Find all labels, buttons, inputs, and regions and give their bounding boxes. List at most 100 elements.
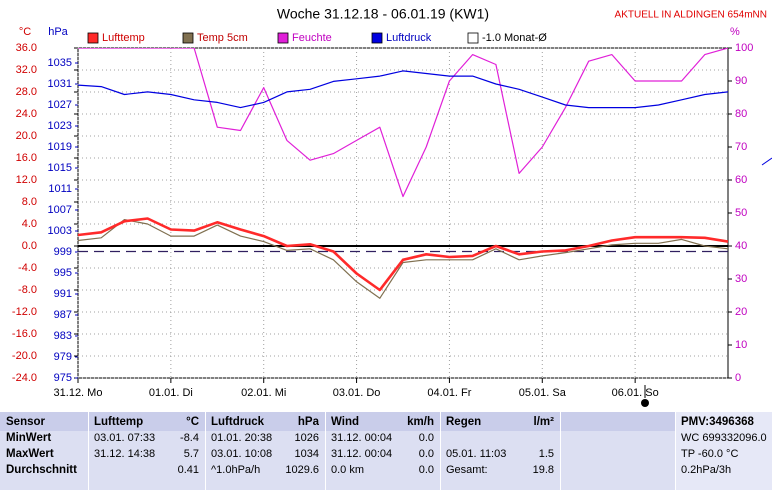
y2-tick-label: 1003 bbox=[48, 225, 72, 237]
table-cell: 03.01. 10:08 bbox=[211, 448, 273, 460]
table-cell: 0.0 bbox=[418, 448, 434, 460]
table-cell: TP -60.0 °C bbox=[681, 448, 739, 460]
y3-tick-label: 20 bbox=[735, 306, 747, 318]
series-line bbox=[78, 70, 728, 109]
plot-lines bbox=[78, 48, 728, 299]
y2-tick-label: 979 bbox=[54, 351, 72, 363]
table-cell: 0.41 bbox=[177, 464, 199, 476]
series-line bbox=[78, 48, 728, 198]
table-cell: Luftdruck bbox=[211, 416, 265, 428]
table-cell bbox=[566, 462, 620, 478]
y3-tick-label: 50 bbox=[735, 207, 747, 219]
table-cell: 1026 bbox=[294, 432, 319, 444]
y2-tick-label: 1015 bbox=[48, 162, 72, 174]
y2-tick-label: 1031 bbox=[48, 78, 72, 90]
table-cell: ^1.0hPa/h bbox=[211, 464, 261, 476]
y-tick-label: 12.0 bbox=[16, 174, 37, 186]
y2-tick-label: 1023 bbox=[48, 120, 72, 132]
y3-tick-label: 70 bbox=[735, 141, 747, 153]
x-tick-label: 31.12. Mo bbox=[54, 387, 103, 399]
y2-tick-label: 987 bbox=[54, 309, 72, 321]
table-cell: hPa bbox=[297, 416, 319, 428]
y3-tick-label: 60 bbox=[735, 174, 747, 186]
y-tick-label: -8.0 bbox=[18, 284, 37, 296]
y3-tick-label: 90 bbox=[735, 75, 747, 87]
y2-tick-label: 1035 bbox=[48, 57, 72, 69]
x-tick-label: 06.01. So bbox=[612, 387, 659, 399]
column-separator bbox=[325, 412, 326, 490]
column-separator bbox=[88, 412, 89, 490]
edge-line bbox=[761, 157, 772, 166]
column-separator bbox=[440, 412, 441, 490]
legend-label: -1.0 Monat-Ø bbox=[482, 32, 547, 44]
table-cell: 19.8 bbox=[532, 464, 554, 476]
table-header-bg bbox=[0, 412, 772, 431]
table-cell: Wind bbox=[331, 416, 359, 428]
legend-swatch bbox=[371, 32, 383, 44]
column-separator bbox=[560, 412, 561, 490]
table-cell: Gesamt: bbox=[446, 464, 488, 476]
y2-tick-label: 983 bbox=[54, 330, 72, 342]
y3-tick-label: 80 bbox=[735, 108, 747, 120]
table-cell bbox=[566, 414, 620, 430]
legend-swatch bbox=[87, 32, 99, 44]
y2-tick-label: 1007 bbox=[48, 204, 72, 216]
table-cell: Sensor bbox=[6, 416, 45, 428]
table-cell bbox=[446, 430, 515, 446]
y3-tick-label: 40 bbox=[735, 240, 747, 252]
annotation: AKTUELL IN ALDINGEN 654mNN bbox=[615, 10, 767, 21]
y-tick-label: 0.0 bbox=[22, 240, 37, 252]
y2-tick-label: 1019 bbox=[48, 141, 72, 153]
y-tick-label: 24.0 bbox=[16, 108, 37, 120]
x-tick-label: 04.01. Fr bbox=[427, 387, 471, 399]
x-tick-label: 02.01. Mi bbox=[241, 387, 286, 399]
table-cell bbox=[626, 430, 675, 446]
now-marker bbox=[641, 399, 649, 407]
y3-tick-label: 0 bbox=[735, 372, 741, 384]
table-cell: PMV:3496368 bbox=[681, 416, 754, 428]
table-cell: 31.12. 00:04 bbox=[331, 432, 393, 444]
table-cell: Lufttemp bbox=[94, 416, 144, 428]
y2-axis-unit: hPa bbox=[48, 26, 68, 38]
table-cell: 05.01. 11:03 bbox=[446, 448, 507, 460]
table-cell: Regen bbox=[446, 416, 482, 428]
table-cell: -8.4 bbox=[180, 432, 199, 444]
y3-tick-label: 10 bbox=[735, 339, 747, 351]
y2-tick-label: 1027 bbox=[48, 99, 72, 111]
table-cell: 0.0 km bbox=[331, 464, 365, 476]
table-cell: 01.01. 20:38 bbox=[211, 432, 273, 444]
table-cell: 1.5 bbox=[538, 448, 554, 460]
table-cell: Durchschnitt bbox=[6, 464, 77, 476]
y-tick-label: -16.0 bbox=[12, 328, 37, 340]
y3-axis-unit: % bbox=[730, 26, 740, 38]
series-line bbox=[78, 217, 728, 292]
table-cell: 0.2hPa/3h bbox=[681, 464, 732, 476]
y-tick-label: -12.0 bbox=[12, 306, 37, 318]
table-cell: 31.12. 00:04 bbox=[331, 448, 393, 460]
table-cell: WC 699332096.0 bbox=[681, 432, 767, 444]
y-tick-label: 16.0 bbox=[16, 152, 37, 164]
legend-label: Lufttemp bbox=[102, 32, 145, 44]
y-tick-label: -20.0 bbox=[12, 350, 37, 362]
table-cell: km/h bbox=[407, 416, 434, 428]
y-tick-label: -4.0 bbox=[18, 262, 37, 274]
table-cell: 5.7 bbox=[183, 448, 199, 460]
table-cell: °C bbox=[186, 416, 199, 428]
x-tick-label: 01.01. Di bbox=[149, 387, 193, 399]
table-cell bbox=[626, 446, 675, 462]
column-separator bbox=[675, 412, 676, 490]
stats-table: Sensor Lufttemp °C Luftdruck hPa Wind km/h Rege… bbox=[0, 412, 772, 490]
y-tick-label: 4.0 bbox=[22, 218, 37, 230]
y-tick-label: 36.0 bbox=[16, 42, 37, 54]
y2-tick-label: 1011 bbox=[48, 183, 72, 195]
table-cell: 03.01. 07:33 bbox=[94, 432, 156, 444]
table-cell: 1034 bbox=[294, 448, 319, 460]
table-cell: 1029.6 bbox=[285, 464, 319, 476]
table-cell: MinWert bbox=[6, 432, 52, 444]
table-cell bbox=[566, 430, 620, 446]
table-cell: l/m² bbox=[533, 416, 554, 428]
legend-label: Luftdruck bbox=[386, 32, 432, 44]
y-tick-label: -24.0 bbox=[12, 372, 37, 384]
legend-label: Temp 5cm bbox=[197, 32, 248, 44]
